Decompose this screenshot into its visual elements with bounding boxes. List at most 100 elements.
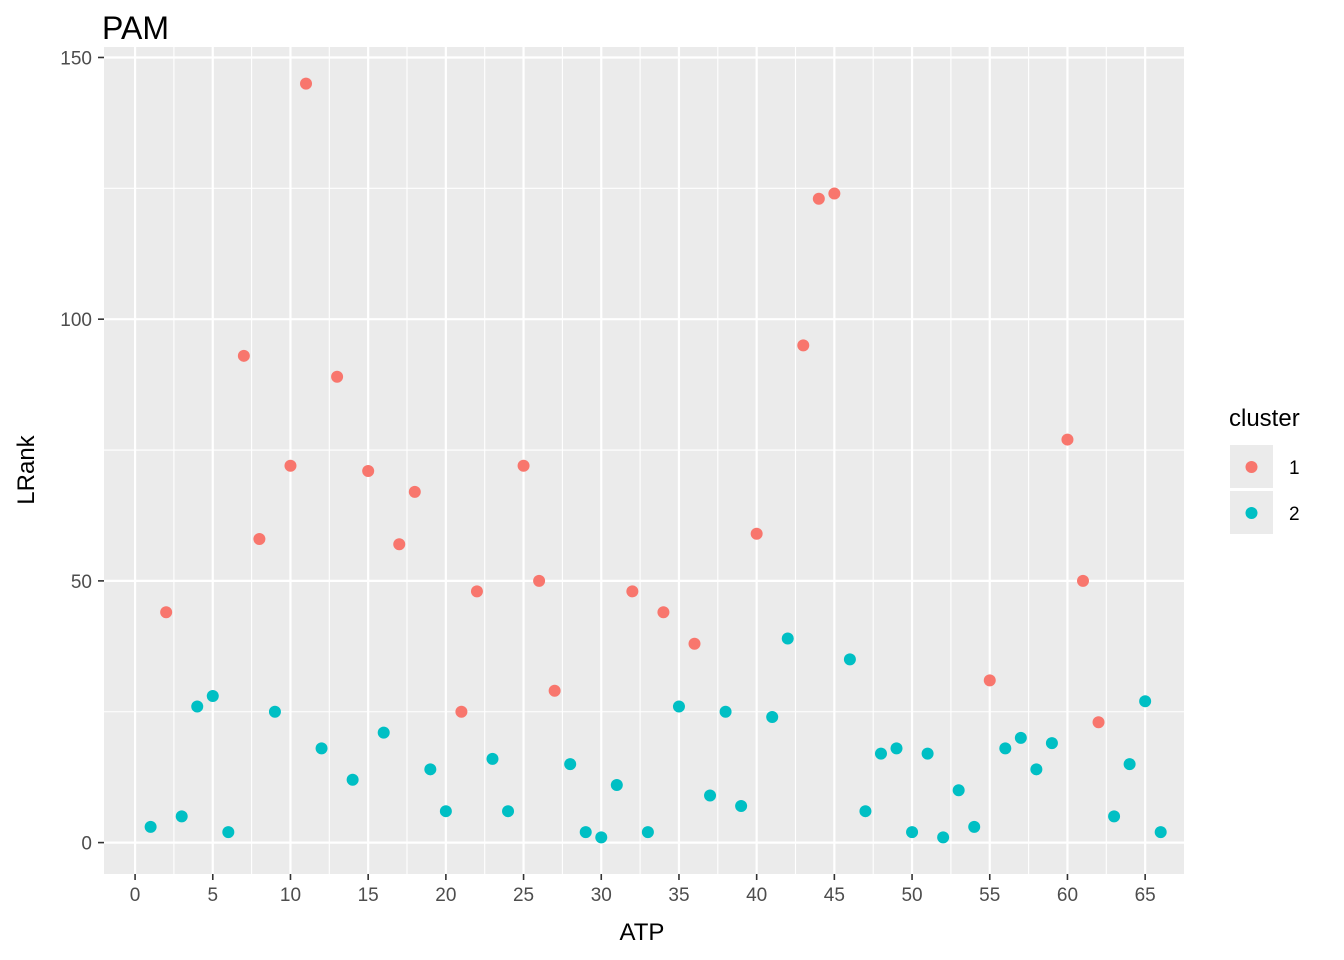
point-cluster-2 [890,742,903,755]
legend-title: cluster [1229,405,1300,432]
point-cluster-2 [439,805,452,818]
point-cluster-2 [1154,826,1167,839]
point-cluster-2 [874,747,887,760]
x-tick-label: 30 [591,885,612,906]
point-cluster-2 [781,632,794,645]
point-cluster-2 [766,710,779,723]
y-tick-label: 150 [60,48,92,69]
point-cluster-1 [533,574,546,587]
point-cluster-2 [906,826,919,839]
point-cluster-2 [268,705,281,718]
point-cluster-2 [377,726,390,739]
point-cluster-1 [797,339,810,352]
point-cluster-2 [735,799,748,812]
point-cluster-2 [346,773,359,786]
point-cluster-1 [408,485,421,498]
x-tick-label: 45 [824,885,845,906]
x-tick-label: 35 [668,885,689,906]
x-tick-label: 65 [1135,885,1156,906]
point-cluster-2 [859,805,872,818]
point-cluster-1 [160,606,173,619]
point-cluster-1 [548,684,561,697]
point-cluster-2 [1123,758,1136,771]
grid-major [104,47,1184,874]
point-cluster-2 [672,700,685,713]
point-cluster-1 [626,585,639,598]
point-cluster-2 [999,742,1012,755]
point-cluster-2 [1014,731,1027,744]
x-tick-label: 10 [280,885,301,906]
x-tick-label: 25 [513,885,534,906]
point-cluster-2 [952,784,965,797]
point-cluster-2 [1030,763,1043,776]
point-cluster-1 [828,187,841,200]
point-cluster-2 [579,826,592,839]
y-tick-label: 0 [81,834,92,855]
point-cluster-1 [1092,716,1105,729]
x-tick-label: 50 [901,885,922,906]
point-cluster-1 [812,192,825,205]
point-cluster-1 [750,527,763,540]
legend-key-cluster-2 [1245,507,1258,519]
point-cluster-2 [315,742,328,755]
y-tick-label: 50 [71,572,92,593]
point-cluster-1 [455,705,468,718]
point-cluster-1 [1076,574,1089,587]
x-tick-label: 5 [207,885,218,906]
point-cluster-2 [144,820,157,833]
point-cluster-2 [595,831,608,844]
point-cluster-2 [610,779,623,792]
x-tick-label: 55 [979,885,1000,906]
point-cluster-2 [424,763,437,776]
point-cluster-2 [486,752,499,765]
point-cluster-1 [470,585,483,598]
point-cluster-1 [300,77,313,90]
point-cluster-1 [393,538,406,551]
point-cluster-2 [968,820,981,833]
point-cluster-2 [1108,810,1121,823]
point-cluster-1 [688,637,701,650]
legend-label-1: 1 [1289,458,1300,479]
point-cluster-1 [1061,433,1074,446]
point-cluster-1 [517,459,530,472]
y-tick-label: 100 [60,310,92,331]
x-tick-label: 60 [1057,885,1078,906]
point-cluster-1 [983,674,996,687]
point-cluster-1 [253,533,266,546]
x-tick-label: 20 [435,885,456,906]
legend-label-2: 2 [1289,504,1300,525]
point-cluster-2 [1045,737,1058,750]
point-cluster-2 [704,789,717,802]
legend: cluster 1 2 [1229,405,1300,534]
point-cluster-2 [222,826,235,839]
grid-minor [104,47,1184,874]
point-cluster-1 [657,606,670,619]
y-axis-title: LRank [13,434,40,504]
point-cluster-1 [284,459,297,472]
x-axis-title: ATP [620,919,665,946]
point-cluster-1 [362,464,375,477]
point-cluster-1 [331,370,344,383]
x-axis: 0 5 10 15 20 25 30 35 40 45 50 55 60 65 [130,874,1156,906]
point-cluster-2 [502,805,515,818]
point-cluster-1 [237,349,250,362]
point-cluster-2 [564,758,577,771]
point-cluster-2 [206,690,219,703]
x-tick-label: 0 [130,885,141,906]
point-cluster-2 [641,826,654,839]
point-cluster-2 [937,831,950,844]
point-cluster-2 [1139,695,1152,708]
point-cluster-2 [719,705,732,718]
point-cluster-2 [921,747,934,760]
point-cluster-2 [191,700,204,713]
plot-panel [104,47,1184,874]
y-axis: 0 50 100 150 [60,48,104,855]
chart-title: PAM [102,10,169,46]
data-points [144,77,1167,844]
x-tick-label: 40 [746,885,767,906]
legend-key-cluster-1 [1245,461,1258,473]
point-cluster-2 [175,810,188,823]
point-cluster-2 [843,653,856,666]
x-tick-label: 15 [358,885,379,906]
